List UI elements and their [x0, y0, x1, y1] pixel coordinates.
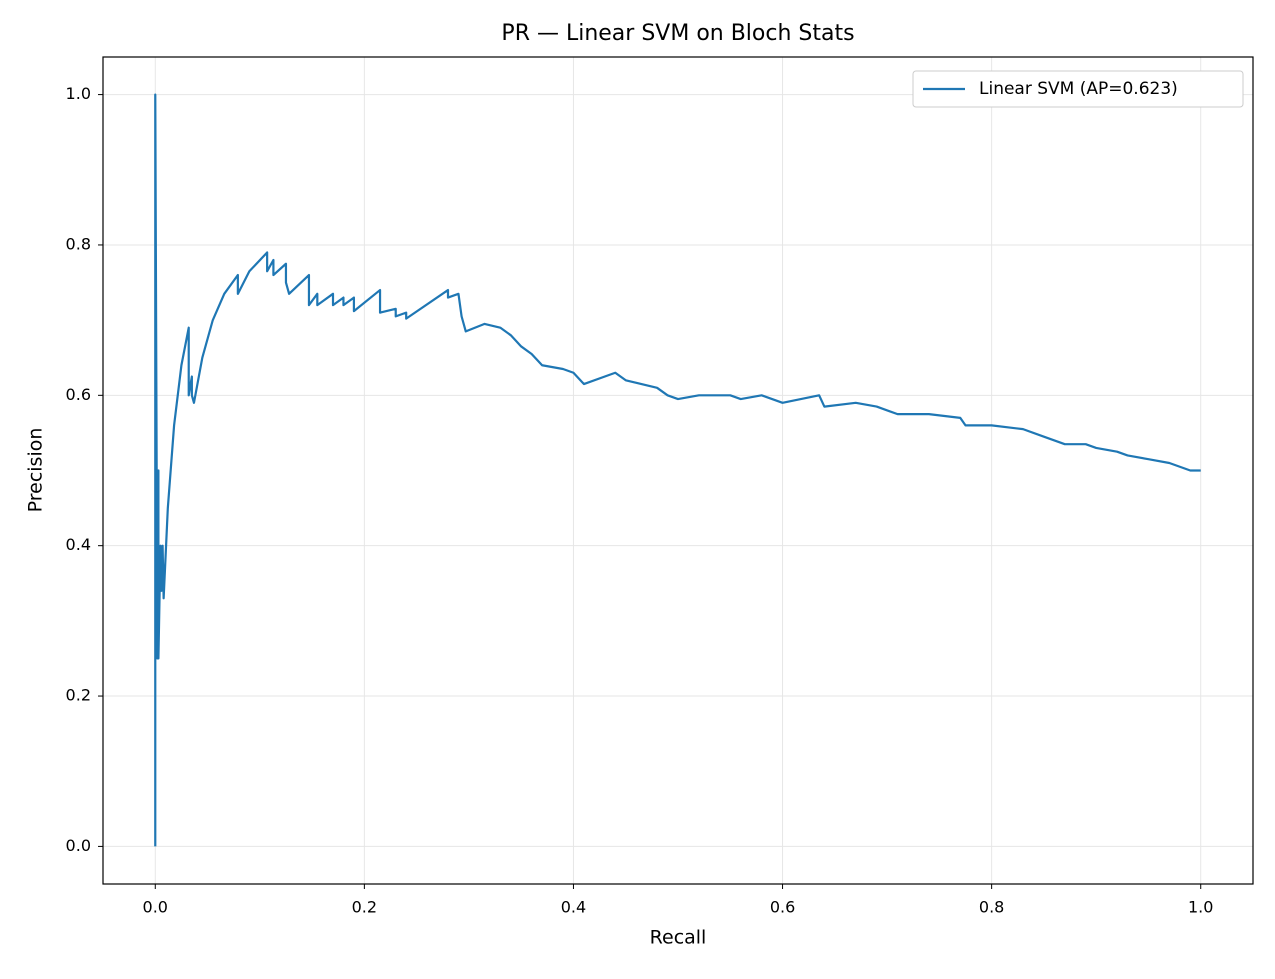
y-tick-label: 1.0 — [66, 84, 91, 103]
x-tick-label: 0.8 — [979, 898, 1004, 917]
y-tick-label: 0.6 — [66, 385, 91, 404]
y-tick-label: 0.8 — [66, 234, 91, 253]
x-tick-label: 0.6 — [770, 898, 795, 917]
axes-frame — [102, 56, 1254, 885]
legend-box — [912, 70, 1244, 108]
chart-title: PR — Linear SVM on Bloch Stats — [501, 21, 854, 46]
x-tick-label: 0.2 — [352, 898, 377, 917]
x-tick-label: 0.0 — [143, 898, 168, 917]
y-axis-label: Precision — [25, 428, 47, 513]
x-tick-label: 1.0 — [1188, 898, 1213, 917]
y-tick-label: 0.2 — [66, 686, 91, 705]
data-line — [154, 93, 1201, 847]
x-axis-label: Recall — [650, 927, 707, 949]
y-tick-label: 0.0 — [66, 836, 91, 855]
legend-label: Linear SVM (AP=0.623) — [979, 79, 1178, 99]
x-tick-label: 0.4 — [561, 898, 586, 917]
y-tick-label: 0.4 — [66, 535, 91, 554]
